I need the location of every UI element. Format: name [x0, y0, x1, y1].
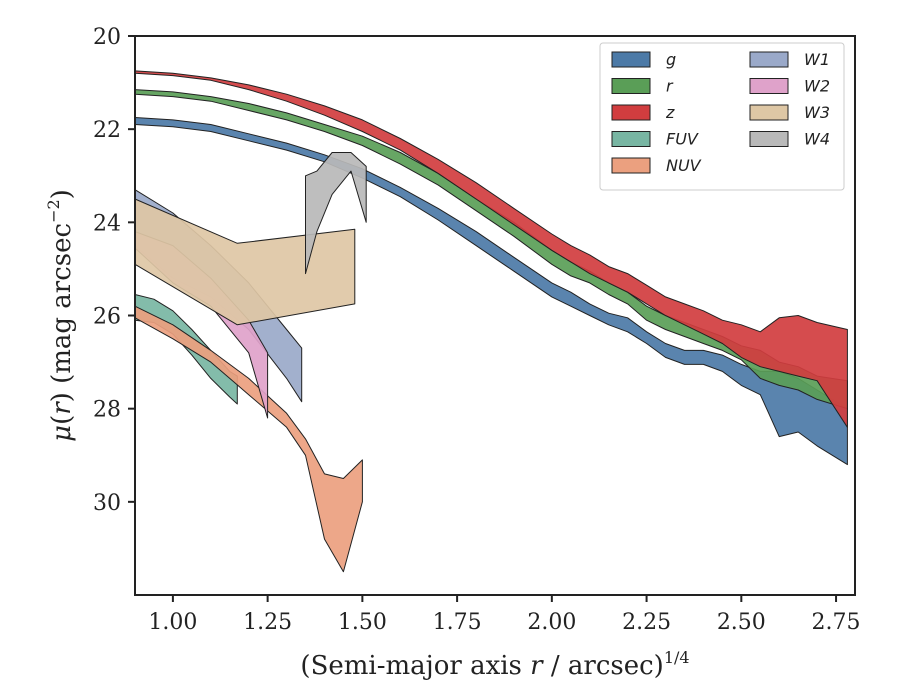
y-axis-label-close: )	[47, 392, 77, 402]
legend-swatch-w1	[749, 51, 789, 68]
y-tick-label: 28	[93, 398, 121, 423]
legend-label-r: r	[666, 77, 674, 96]
series-bands	[134, 70, 848, 573]
legend-swatch-w4	[749, 131, 789, 147]
y-axis-label-rest: (mag arcsec	[47, 223, 77, 392]
x-tick-label: 2.00	[527, 610, 576, 635]
band-g	[134, 117, 848, 466]
y-axis-label-mu: μ	[47, 425, 77, 442]
x-tick-label: 1.00	[148, 610, 197, 635]
legend-swatch-w3	[749, 104, 789, 121]
x-axis-label-mid: / arcsec)	[543, 651, 664, 681]
y-tick-label: 22	[93, 118, 121, 143]
y-tick-label: 24	[93, 211, 121, 236]
x-axis-label-sup: 1/4	[664, 648, 690, 667]
y-axis-label: μ(r) (mag arcsec−2)	[44, 189, 77, 442]
x-tick-label: 2.50	[717, 610, 766, 635]
x-axis: 1.00 1.25 1.50 1.75 2.00 2.25 2.50 2.75	[148, 595, 861, 635]
legend-swatch-nuv	[611, 157, 651, 174]
legend-label-nuv: NUV	[666, 156, 702, 175]
legend-swatch-g	[611, 51, 651, 68]
x-axis-label-var: r	[530, 651, 544, 681]
legend-label-w1: W1	[804, 50, 830, 69]
legend-label-g: g	[666, 50, 676, 69]
y-tick-label: 30	[93, 491, 121, 516]
legend-swatch-fuv	[611, 131, 651, 147]
x-tick-label: 2.25	[622, 610, 671, 635]
y-axis-label-end: )	[47, 189, 77, 199]
x-tick-label: 1.50	[338, 610, 387, 635]
y-axis-label-sup: −2	[44, 199, 63, 223]
legend-label-z: z	[665, 103, 675, 122]
legend-swatch-z	[611, 104, 651, 121]
y-tick-label: 20	[93, 25, 121, 50]
x-tick-label: 1.75	[433, 610, 482, 635]
legend-swatch-r	[611, 78, 651, 94]
y-tick-label: 26	[93, 305, 121, 330]
x-axis-label: (Semi-major axis r / arcsec)1/4	[300, 648, 689, 681]
y-axis-label-var: r	[47, 401, 77, 415]
x-axis-label-prefix: (Semi-major axis	[300, 651, 530, 681]
legend-label-w3: W3	[804, 103, 830, 122]
band-z	[134, 70, 848, 428]
legend-label-fuv: FUV	[666, 130, 699, 149]
y-axis-label-open: (	[47, 415, 77, 425]
x-tick-label: 1.25	[243, 610, 292, 635]
legend-label-w2: W2	[804, 77, 830, 96]
band-nuv	[134, 305, 363, 573]
y-axis: 20 22 24 26 28 30	[93, 25, 135, 516]
legend-label-w4: W4	[804, 130, 830, 149]
legend-swatch-w2	[749, 78, 789, 94]
band-w4	[305, 152, 367, 275]
legend: grz FUV NUV W1 W2 W3 W4	[599, 42, 845, 191]
x-tick-label: 2.75	[812, 610, 861, 635]
